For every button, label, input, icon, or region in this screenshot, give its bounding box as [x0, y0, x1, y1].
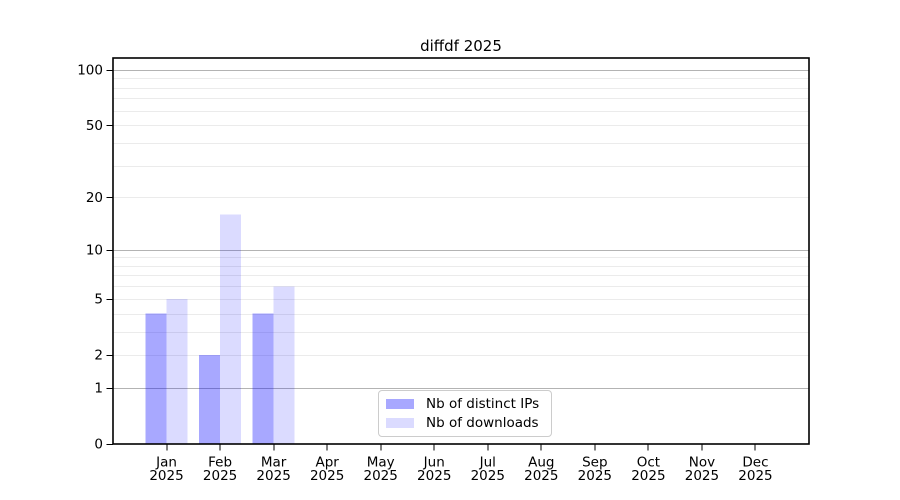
x-tick-label-month: Nov [689, 455, 715, 471]
x-tick-label-year: 2025 [738, 468, 772, 484]
x-tick-label-year: 2025 [685, 468, 719, 484]
x-tick-label-year: 2025 [471, 468, 505, 484]
y-tick-label: 2 [94, 348, 103, 364]
y-tick-label: 5 [94, 291, 103, 307]
bar-mar-downloads [273, 286, 295, 444]
bar-feb-downloads [220, 214, 242, 444]
bar-jan-downloads [166, 298, 188, 444]
legend-label-distinct-ips: Nb of distinct IPs [426, 396, 540, 412]
legend-item-downloads: Nb of downloads [386, 415, 539, 431]
x-tick-label-year: 2025 [578, 468, 612, 484]
legend-swatch-distinct-ips-icon [386, 399, 414, 409]
legend-item-distinct-ips: Nb of distinct IPs [386, 396, 539, 412]
x-tick-label-year: 2025 [631, 468, 665, 484]
x-tick-label-year: 2025 [310, 468, 344, 484]
y-tick-label: 100 [77, 63, 103, 79]
x-tick-label-year: 2025 [149, 468, 183, 484]
x-tick-label-month: Mar [261, 455, 287, 471]
legend-swatch-downloads-icon [386, 418, 414, 428]
y-tick-label: 50 [86, 118, 103, 134]
bar-jan-distinct-ips [145, 313, 167, 444]
x-tick-label-year: 2025 [256, 468, 290, 484]
x-tick-label-year: 2025 [524, 468, 558, 484]
x-tick-label-year: 2025 [417, 468, 451, 484]
y-tick-label: 0 [94, 437, 103, 453]
bar-feb-distinct-ips [199, 354, 221, 444]
x-tick-label-month: Jan [155, 455, 177, 471]
y-tick-label: 1 [94, 381, 103, 397]
bar-mar-distinct-ips [252, 313, 274, 444]
chart-title: diffdf 2025 [420, 37, 502, 55]
x-tick-label-year: 2025 [203, 468, 237, 484]
x-tick-label-year: 2025 [364, 468, 398, 484]
x-tick-label-month: Jun [423, 455, 445, 471]
x-tick-label-month: Sep [582, 455, 607, 471]
x-tick-label-month: Jul [479, 455, 496, 471]
legend-label-downloads: Nb of downloads [426, 415, 539, 431]
legend: Nb of distinct IPs Nb of downloads [378, 390, 553, 437]
x-tick-label-month: Feb [208, 455, 232, 471]
x-tick-label-month: Aug [528, 455, 554, 471]
y-tick-label: 10 [86, 242, 103, 258]
x-tick-label-month: Oct [637, 455, 660, 471]
y-tick-label: 20 [86, 190, 103, 206]
x-tick-label-month: Apr [315, 455, 339, 471]
x-tick-label-month: May [367, 455, 395, 471]
x-tick-label-month: Dec [742, 455, 768, 471]
